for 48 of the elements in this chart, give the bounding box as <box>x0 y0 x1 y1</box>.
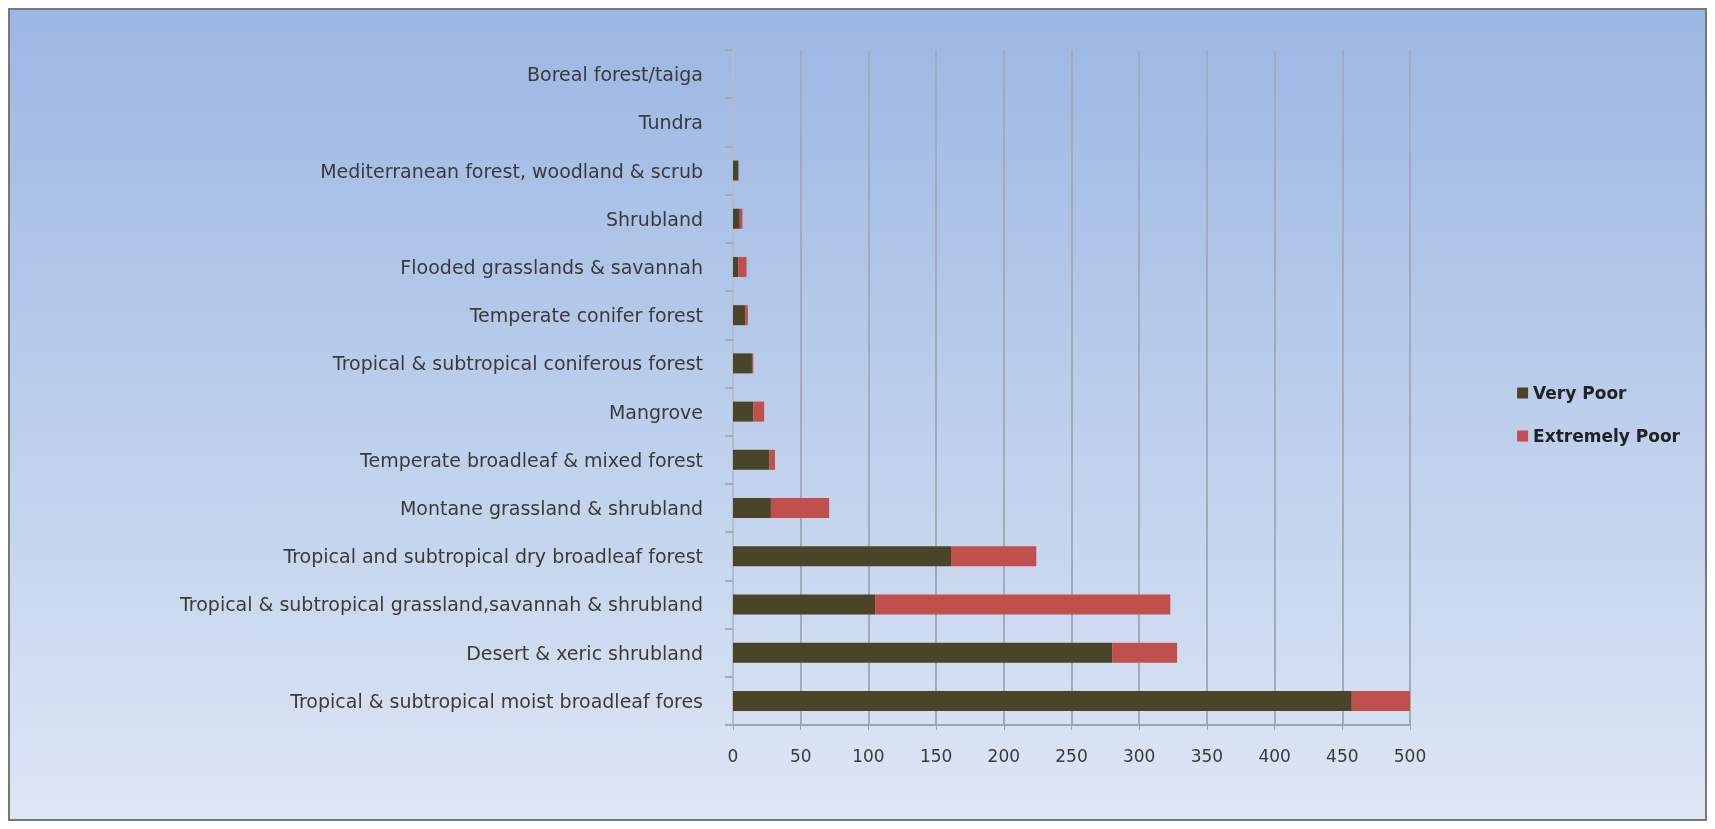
y-tick-label: Shrubland <box>605 207 703 230</box>
bar <box>1112 642 1178 663</box>
x-tick-label: 50 <box>789 745 812 766</box>
y-tick-label: Tropical & subtropical grassland,savannah & shrubland <box>178 593 703 616</box>
x-tick-label: 250 <box>1055 745 1088 766</box>
bar <box>733 305 746 326</box>
y-tick-label: Temperate conifer forest <box>468 304 703 327</box>
bar <box>753 401 765 422</box>
legend-label: Very Poor <box>1533 383 1628 403</box>
bar <box>733 160 739 181</box>
x-tick-label: 100 <box>852 745 885 766</box>
y-tick-label: Flooded grasslands & savannah <box>400 255 703 278</box>
x-tick-label: 500 <box>1393 745 1427 766</box>
bar <box>733 449 770 470</box>
y-tick-label: Montane grassland & shrubland <box>399 497 703 520</box>
bar <box>745 305 748 326</box>
y-tick-label: Tropical & subtropical coniferous forest <box>331 352 703 375</box>
bar <box>733 690 1352 711</box>
y-tick-label: Tundra <box>637 111 703 134</box>
x-tick-label: 200 <box>987 745 1021 766</box>
bar <box>733 498 771 519</box>
y-tick-label: Tropical and subtropical dry broadleaf forest <box>282 545 703 568</box>
x-tick-label: 400 <box>1258 745 1291 766</box>
legend-label: Extremely Poor <box>1533 426 1681 446</box>
bar <box>1351 690 1410 711</box>
y-tick-label: Mediterranean forest, woodland & scrub <box>320 159 703 182</box>
x-tick-label: 450 <box>1326 745 1359 766</box>
bar <box>733 594 876 615</box>
x-tick-label: 150 <box>919 745 953 766</box>
y-tick-label: Desert & xeric shrubland <box>466 641 703 664</box>
y-tick-label: Temperate broadleaf & mixed forest <box>359 448 703 471</box>
x-tick-label: 0 <box>727 745 739 766</box>
y-tick-label: Boreal forest/taiga <box>527 63 703 86</box>
bar <box>950 546 1037 567</box>
y-tick-label: Tropical & subtropical moist broadleaf fores <box>289 689 703 712</box>
bar <box>733 642 1113 663</box>
x-tick-label: 300 <box>1122 745 1156 766</box>
bar <box>733 208 740 229</box>
bar <box>733 353 752 374</box>
bar <box>770 498 830 519</box>
bar <box>875 594 1171 615</box>
bar <box>769 449 775 470</box>
bar <box>738 256 747 277</box>
bar <box>733 256 739 277</box>
bar <box>733 546 951 567</box>
bar <box>733 401 754 422</box>
x-tick-label: 350 <box>1190 745 1224 766</box>
y-tick-label: Mangrove <box>608 400 703 423</box>
